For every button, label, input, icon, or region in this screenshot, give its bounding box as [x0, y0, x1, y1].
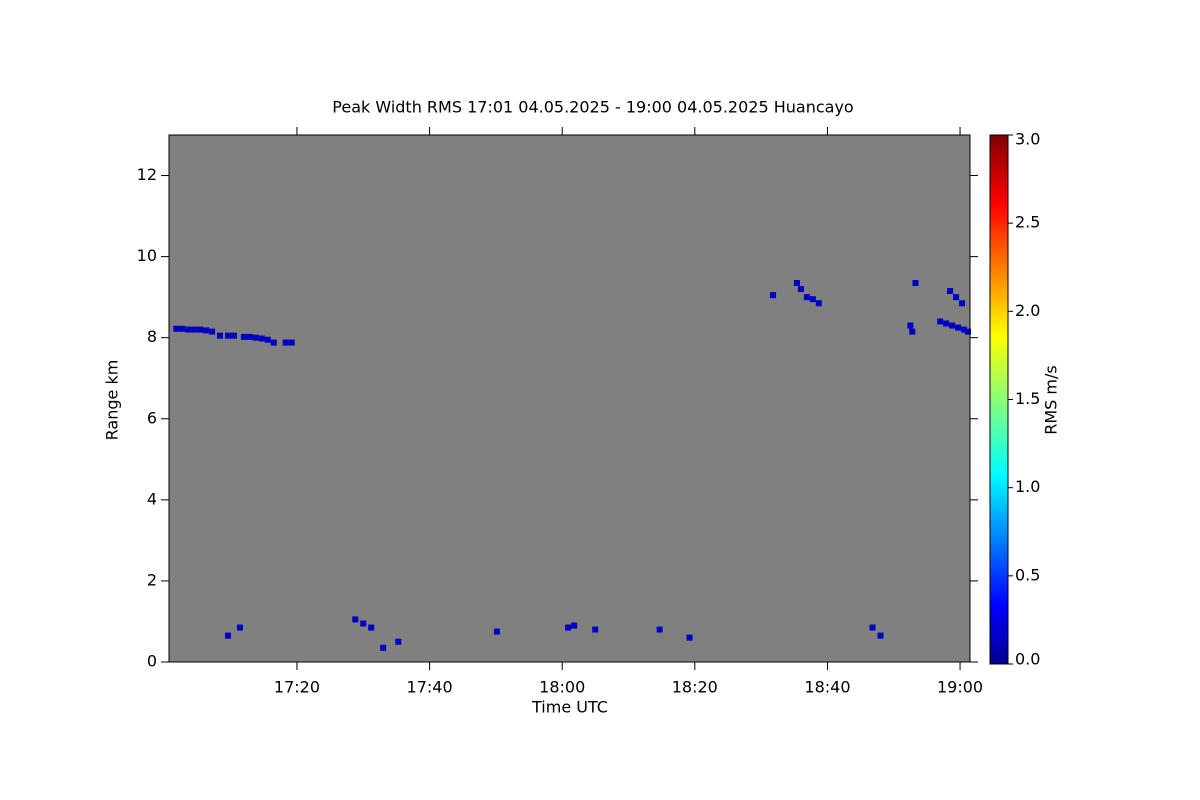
cell: [395, 638, 402, 645]
colorbar-tick-label: 2.5: [1015, 213, 1040, 232]
cell: [955, 324, 962, 331]
colorbar-label: RMS m/s: [1042, 365, 1061, 434]
cell: [797, 286, 804, 293]
cell: [258, 335, 265, 342]
cell: [912, 279, 919, 286]
x-axis-label: Time UTC: [531, 698, 608, 717]
colorbar: [989, 134, 1009, 665]
colorbar-tick-label: 2.0: [1015, 301, 1040, 320]
cell: [686, 634, 693, 641]
cell: [270, 339, 277, 346]
cell: [282, 339, 289, 346]
cell: [493, 628, 500, 635]
cell: [909, 328, 916, 335]
cell: [264, 336, 271, 343]
cell: [173, 325, 180, 332]
x-tick-label: 17:20: [274, 678, 320, 697]
cell: [288, 339, 295, 346]
cell: [949, 322, 956, 329]
cell: [240, 333, 247, 340]
x-tick-label: 17:40: [407, 678, 453, 697]
cell: [565, 624, 572, 631]
y-tick-label: 10: [137, 246, 157, 265]
chart-title: Peak Width RMS 17:01 04.05.2025 - 19:00 …: [332, 98, 853, 117]
colorbar-tick-label: 1.5: [1015, 389, 1040, 408]
cell: [209, 328, 216, 335]
cell: [191, 326, 198, 333]
cell: [592, 626, 599, 633]
colorbar-tick-label: 0.0: [1015, 650, 1040, 669]
cell: [943, 320, 950, 327]
cell: [230, 332, 237, 339]
plot-frame: [168, 134, 971, 663]
cell: [352, 616, 359, 623]
y-tick-label: 8: [147, 327, 157, 346]
cell: [656, 626, 663, 633]
cell: [360, 620, 367, 627]
x-tick-label: 18:40: [804, 678, 850, 697]
plot-area: [169, 135, 970, 662]
cell: [803, 294, 810, 301]
cell: [197, 326, 204, 333]
cell: [959, 300, 966, 307]
cell: [246, 333, 253, 340]
cell: [252, 334, 259, 341]
colorbar-tick-label: 0.5: [1015, 565, 1040, 584]
cell: [815, 300, 822, 307]
colorbar-tick-label: 3.0: [1015, 130, 1040, 149]
cell: [225, 332, 232, 339]
cell: [869, 624, 876, 631]
cell: [185, 326, 192, 333]
cell: [571, 622, 578, 629]
cell: [947, 288, 954, 295]
cell: [793, 279, 800, 286]
cell: [770, 292, 777, 299]
cell: [809, 296, 816, 303]
y-tick-label: 0: [147, 652, 157, 671]
cell: [937, 318, 944, 325]
x-tick-label: 19:00: [937, 678, 983, 697]
cell: [380, 644, 387, 651]
x-tick-label: 18:00: [539, 678, 585, 697]
cell: [236, 624, 243, 631]
cell: [368, 624, 375, 631]
cell: [217, 332, 224, 339]
x-tick-label: 18:20: [672, 678, 718, 697]
y-axis-label: Range km: [103, 360, 122, 441]
cell: [179, 325, 186, 332]
y-tick-label: 2: [147, 570, 157, 589]
cell: [907, 322, 914, 329]
cell: [953, 294, 960, 301]
y-tick-label: 6: [147, 408, 157, 427]
y-tick-label: 4: [147, 489, 157, 508]
cell: [961, 326, 968, 333]
cell: [965, 328, 972, 335]
colorbar-tick-label: 1.0: [1015, 477, 1040, 496]
cell: [877, 632, 884, 639]
y-tick-label: 12: [137, 165, 157, 184]
cell: [225, 632, 232, 639]
cell: [203, 327, 210, 334]
